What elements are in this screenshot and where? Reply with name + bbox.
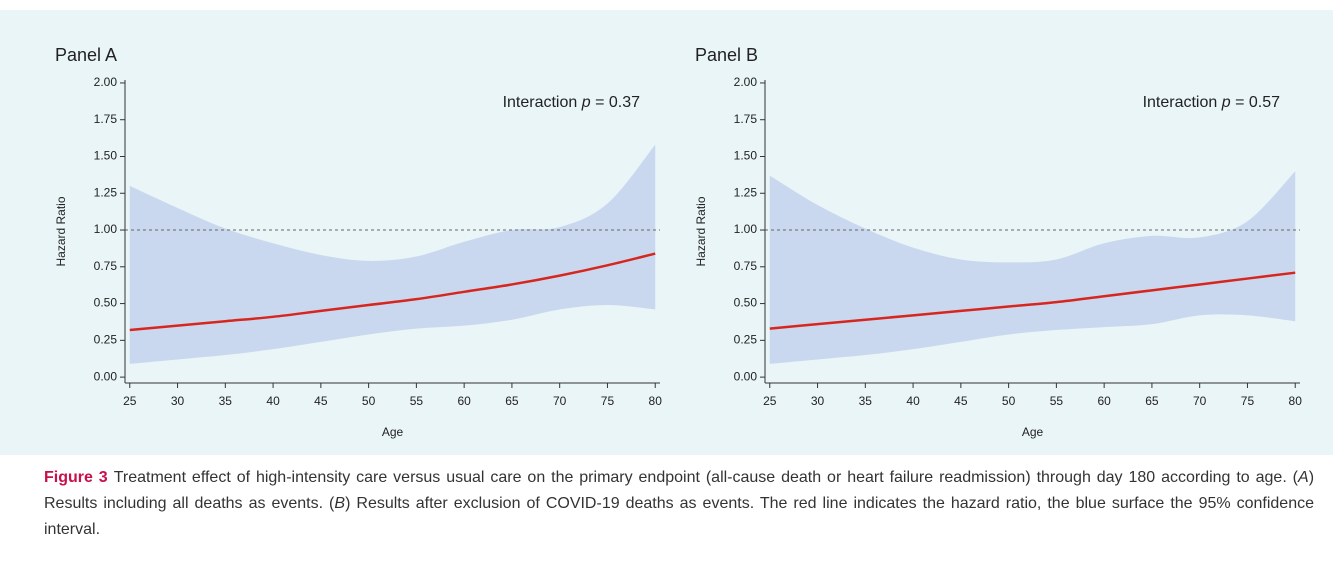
y-tick-label: 0.75 xyxy=(94,259,118,273)
x-tick-label: 35 xyxy=(219,394,233,408)
y-axis-label: Hazard Ratio xyxy=(54,196,68,266)
chart: Panel A 0.00 0.25 0.50 0.75 1.00 1.25 1.50 1.75 2… xyxy=(54,45,1303,439)
x-tick-label: 45 xyxy=(954,394,968,408)
caption: Figure 3 Treatment effect of high-intensi… xyxy=(44,465,1314,543)
x-tick-label: 70 xyxy=(1193,394,1207,408)
x-tick-label: 30 xyxy=(171,394,185,408)
y-tick-label: 1.25 xyxy=(94,185,118,199)
x-tick-label: 75 xyxy=(601,394,615,408)
x-tick-label: 55 xyxy=(410,394,424,408)
annotation-part: = 0.57 xyxy=(1231,94,1280,111)
annotation-part: = 0.37 xyxy=(591,94,640,111)
y-tick-label: 2.00 xyxy=(94,75,118,89)
x-tick-label: 40 xyxy=(906,394,920,408)
x-tick-label: 65 xyxy=(505,394,519,408)
annotation-part: Interaction xyxy=(503,94,582,111)
x-tick-label: 30 xyxy=(811,394,825,408)
x-tick-label: 70 xyxy=(553,394,567,408)
x-tick-label: 60 xyxy=(1097,394,1111,408)
x-tick-label: 45 xyxy=(314,394,328,408)
y-tick-label: 0.25 xyxy=(734,333,758,347)
y-axis-label: Hazard Ratio xyxy=(694,196,708,266)
x-tick-label: 50 xyxy=(362,394,376,408)
y-tick-label: 1.75 xyxy=(734,112,758,126)
y-tick-label: 2.00 xyxy=(734,75,758,89)
y-tick-label: 0.00 xyxy=(94,369,118,383)
annotation-part: Interaction xyxy=(1143,94,1222,111)
x-axis-label: Age xyxy=(1022,425,1044,439)
confidence-band xyxy=(769,171,1296,364)
caption-text: Treatment effect of high-intensity care … xyxy=(113,469,1299,486)
x-tick-label: 35 xyxy=(859,394,873,408)
caption-text: B xyxy=(334,495,346,512)
annotation-part: p xyxy=(1221,94,1231,111)
annotation: Interaction p = 0.57 xyxy=(1143,94,1281,111)
x-axis-label: Age xyxy=(382,425,404,439)
x-tick-label: 65 xyxy=(1145,394,1159,408)
y-tick-label: 0.50 xyxy=(734,296,758,310)
x-tick-label: 80 xyxy=(649,394,663,408)
annotation: Interaction p = 0.37 xyxy=(503,94,641,111)
x-tick-label: 75 xyxy=(1241,394,1255,408)
annotation-part: p xyxy=(581,94,591,111)
y-tick-label: 0.75 xyxy=(734,259,758,273)
x-tick-label: 25 xyxy=(123,394,137,408)
hazard-line xyxy=(769,271,1296,330)
y-tick-label: 1.50 xyxy=(94,149,118,163)
x-tick-label: 50 xyxy=(1002,394,1016,408)
chart-title: Panel A xyxy=(55,45,117,65)
y-tick-label: 1.00 xyxy=(734,222,758,236)
hazard-line xyxy=(129,252,656,332)
x-tick-label: 80 xyxy=(1289,394,1303,408)
caption-text: A xyxy=(1298,469,1309,486)
confidence-band xyxy=(129,144,656,364)
y-tick-label: 1.50 xyxy=(734,149,758,163)
y-tick-label: 1.25 xyxy=(734,185,758,199)
x-tick-label: 60 xyxy=(457,394,471,408)
y-tick-label: 1.75 xyxy=(94,112,118,126)
caption-text: ) Results after exclusion of COVID-19 de… xyxy=(44,495,1314,538)
y-tick-label: 0.25 xyxy=(94,333,118,347)
y-tick-label: 1.00 xyxy=(94,222,118,236)
x-tick-label: 40 xyxy=(266,394,280,408)
x-tick-label: 25 xyxy=(763,394,777,408)
y-tick-label: 0.00 xyxy=(734,369,758,383)
caption-label: Figure 3 xyxy=(44,469,108,486)
caption-text: ) Results including all deaths as events… xyxy=(44,469,1315,512)
chart-title: Panel B xyxy=(695,45,758,65)
x-tick-label: 55 xyxy=(1050,394,1064,408)
y-tick-label: 0.50 xyxy=(94,296,118,310)
